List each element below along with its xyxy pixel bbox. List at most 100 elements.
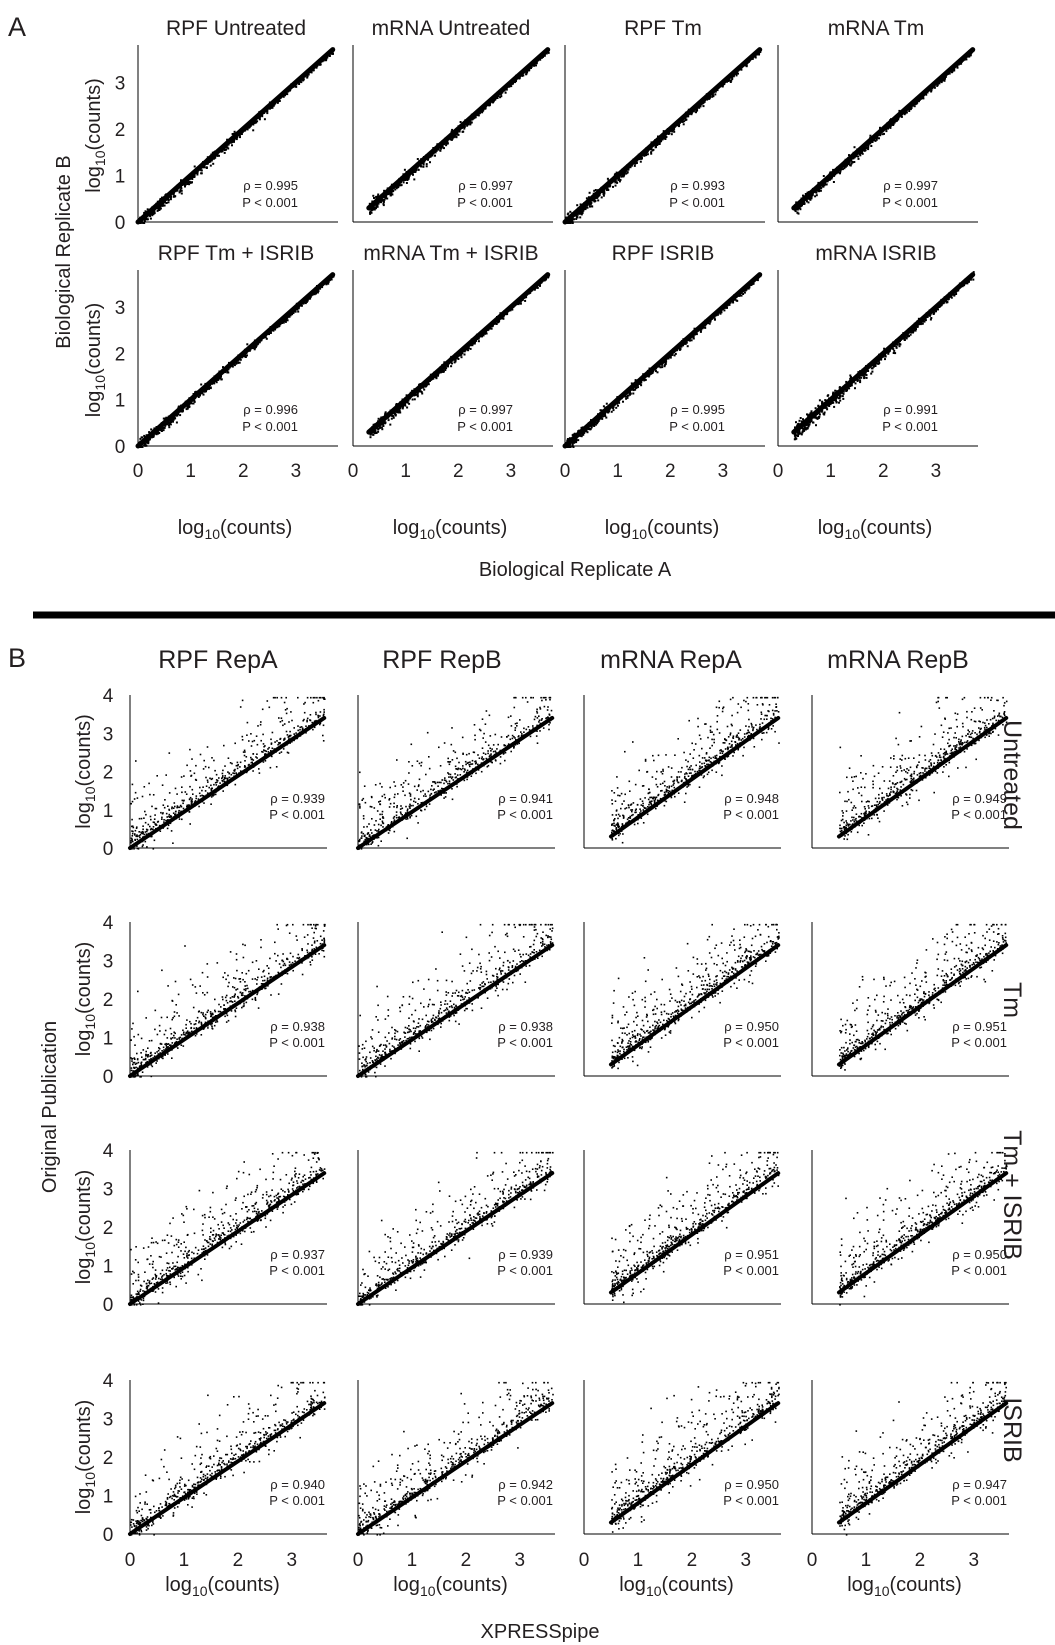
data-point [861,151,863,154]
data-point [384,197,387,200]
data-point [589,205,591,208]
data-point [530,67,532,69]
data-point [594,189,597,191]
data-point [381,428,384,431]
data-point [887,127,889,130]
data-point [172,193,175,196]
data-point [330,52,333,55]
data-point [197,396,200,398]
data-point [578,211,581,214]
data-point [737,72,739,75]
data-point [238,134,241,137]
data-point [510,85,513,88]
data-point [319,63,322,66]
data-point [173,416,176,419]
data-point [650,152,653,155]
data-point [231,365,234,368]
data-point [547,51,550,54]
data-point [625,172,628,175]
data-point [408,174,411,177]
data-point [184,185,186,188]
data-point [453,361,456,364]
data-point [794,209,797,212]
data-point [848,154,850,157]
data-point [495,323,498,325]
data-point [807,201,810,204]
data-point [443,147,445,150]
data-point [525,72,528,75]
data-point [588,191,591,194]
data-point [146,208,149,211]
data-point [617,404,619,407]
data-point [571,222,574,224]
plot-title: RPF Untreated [166,17,306,40]
data-point [427,383,430,386]
data-point [370,211,373,214]
data-point [206,162,209,165]
data-point [491,101,494,104]
data-point [148,438,151,440]
data-point [681,120,684,123]
data-point [172,418,175,421]
data-point [839,170,842,173]
data-point [150,428,153,431]
data-point [569,220,572,222]
data-point [478,112,481,115]
data-point [446,142,449,145]
data-point [682,123,685,126]
panel-label-a: A [8,12,26,42]
data-point [244,356,247,358]
data-point [277,325,280,328]
data-point [936,84,939,87]
data-point [445,144,448,147]
data-point [176,414,179,417]
data-point [254,120,257,123]
data-point [295,85,298,88]
x-tick-label: 2 [665,461,676,482]
data-point [909,108,912,111]
data-point [569,446,572,448]
data-point [212,162,215,165]
data-point [953,69,956,72]
data-point [820,187,823,190]
data-point [683,120,686,123]
p-value-label: P < 0.001 [242,195,298,210]
data-point [144,210,147,213]
data-point [249,124,252,127]
point-cloud-core [562,272,763,449]
data-point [143,434,146,437]
data-point [588,203,591,206]
data-point [191,402,194,405]
data-point [634,162,637,165]
data-point [584,207,587,210]
data-point [917,100,920,103]
data-point [605,402,608,405]
data-point [391,190,394,193]
data-point [695,111,697,114]
data-point [606,188,608,191]
data-point [910,106,913,109]
data-point [602,194,605,197]
data-point [708,97,710,100]
data-point [233,364,236,367]
panel-b-y-title: Original Publication [39,1021,61,1193]
data-point [168,424,170,427]
data-point [699,330,702,333]
data-point [153,211,156,214]
y-tick-label: 1 [115,166,126,187]
data-point [849,164,852,167]
data-point [463,127,466,130]
data-point [802,194,804,197]
data-point [969,54,972,57]
data-point [239,358,242,361]
data-point [822,175,825,177]
data-point [190,181,193,184]
data-point [663,365,666,368]
data-point [258,341,261,344]
data-point [844,165,847,168]
data-point [692,110,695,113]
data-point [316,291,319,294]
data-point [896,119,898,122]
